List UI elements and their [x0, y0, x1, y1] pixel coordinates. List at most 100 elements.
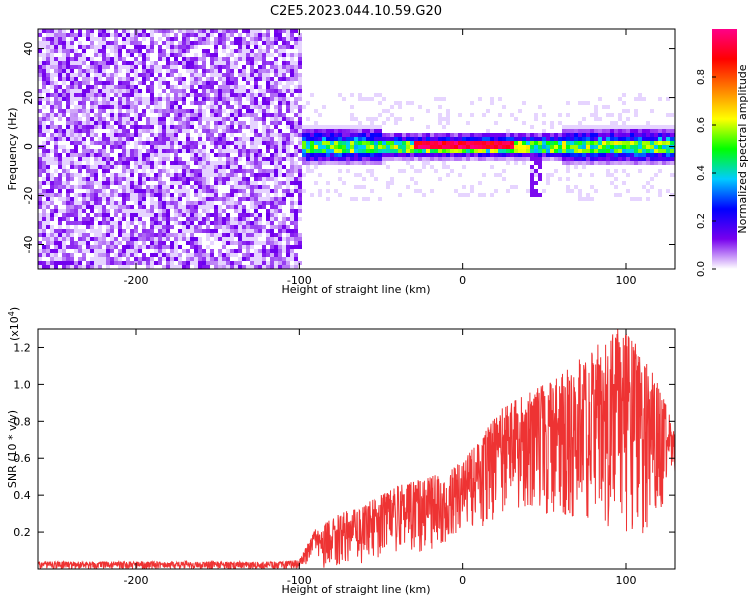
heatmap-cell — [602, 129, 606, 133]
heatmap-cell — [190, 33, 194, 37]
heatmap-cell — [250, 117, 254, 121]
heatmap-cell — [226, 201, 230, 205]
heatmap-cell — [218, 69, 222, 73]
heatmap-cell — [214, 129, 218, 133]
heatmap-cell — [250, 169, 254, 173]
heatmap-cell — [246, 73, 250, 77]
heatmap-cell — [50, 185, 54, 189]
heatmap-cell — [114, 117, 118, 121]
heatmap-cell — [370, 97, 374, 101]
heatmap-cell — [146, 65, 150, 69]
heatmap-cell — [442, 165, 446, 169]
heatmap-cell — [294, 73, 298, 77]
heatmap-cell — [138, 61, 142, 65]
heatmap-cell — [118, 117, 122, 121]
heatmap-cell — [578, 173, 582, 177]
heatmap-cell — [158, 113, 162, 117]
heatmap-cell — [278, 117, 282, 121]
heatmap-cell — [62, 77, 66, 81]
heatmap-cell — [206, 237, 210, 241]
heatmap-cell — [194, 37, 198, 41]
heatmap-cell — [410, 145, 414, 149]
heatmap-cell — [286, 173, 290, 177]
heatmap-cell — [162, 109, 166, 113]
heatmap-cell — [86, 77, 90, 81]
heatmap-cell — [198, 97, 202, 101]
heatmap-cell — [458, 149, 462, 153]
heatmap-cell — [74, 105, 78, 109]
heatmap-cell — [250, 181, 254, 185]
heatmap-cell — [270, 221, 274, 225]
heatmap-cell — [322, 125, 326, 129]
heatmap-cell — [178, 233, 182, 237]
heatmap-cell — [62, 37, 66, 41]
heatmap-cell — [238, 93, 242, 97]
heatmap-cell — [110, 133, 114, 137]
heatmap-cell — [230, 85, 234, 89]
heatmap-cell — [86, 113, 90, 117]
heatmap-cell — [50, 213, 54, 217]
heatmap-cell — [230, 33, 234, 37]
heatmap-cell — [278, 245, 282, 249]
heatmap-cell — [70, 185, 74, 189]
heatmap-cell — [62, 197, 66, 201]
heatmap-cell — [126, 189, 130, 193]
heatmap-cell — [422, 161, 426, 165]
heatmap-cell — [278, 233, 282, 237]
heatmap-cell — [222, 221, 226, 225]
heatmap-cell — [438, 141, 442, 145]
heatmap-cell — [126, 177, 130, 181]
x-tick-label: -200 — [124, 274, 149, 287]
heatmap-cell — [102, 205, 106, 209]
heatmap-cell — [86, 245, 90, 249]
heatmap-cell — [110, 205, 114, 209]
heatmap-cell — [194, 205, 198, 209]
heatmap-cell — [46, 125, 50, 129]
heatmap-cell — [74, 89, 78, 93]
heatmap-cell — [454, 145, 458, 149]
heatmap-cell — [438, 177, 442, 181]
heatmap-cell — [222, 125, 226, 129]
heatmap-cell — [190, 41, 194, 45]
heatmap-cell — [498, 149, 502, 153]
heatmap-cell — [282, 249, 286, 253]
heatmap-cell — [486, 145, 490, 149]
heatmap-cell — [218, 73, 222, 77]
heatmap-cell — [430, 157, 434, 161]
heatmap-cell — [170, 49, 174, 53]
heatmap-cell — [378, 145, 382, 149]
heatmap-cell — [178, 237, 182, 241]
heatmap-cell — [430, 153, 434, 157]
heatmap-cell — [358, 137, 362, 141]
heatmap-cell — [70, 33, 74, 37]
heatmap-cell — [290, 229, 294, 233]
heatmap-cell — [154, 61, 158, 65]
heatmap-cell — [294, 201, 298, 205]
heatmap-cell — [42, 165, 46, 169]
heatmap-cell — [214, 257, 218, 261]
heatmap-cell — [174, 65, 178, 69]
heatmap-cell — [294, 85, 298, 89]
heatmap-cell — [594, 133, 598, 137]
heatmap-cell — [90, 181, 94, 185]
heatmap-cell — [162, 161, 166, 165]
heatmap-cell — [442, 149, 446, 153]
heatmap-cell — [582, 125, 586, 129]
heatmap-cell — [222, 169, 226, 173]
heatmap-cell — [126, 113, 130, 117]
heatmap-cell — [170, 257, 174, 261]
heatmap-cell — [238, 69, 242, 73]
heatmap-cell — [162, 97, 166, 101]
heatmap-cell — [118, 193, 122, 197]
heatmap-cell — [634, 145, 638, 149]
heatmap-cell — [366, 153, 370, 157]
heatmap-cell — [198, 29, 202, 33]
heatmap-cell — [274, 69, 278, 73]
heatmap-cell — [390, 113, 394, 117]
heatmap-cell — [294, 209, 298, 213]
heatmap-cell — [82, 61, 86, 65]
heatmap-cell — [114, 221, 118, 225]
heatmap-cell — [258, 205, 262, 209]
heatmap-cell — [150, 229, 154, 233]
heatmap-cell — [58, 185, 62, 189]
